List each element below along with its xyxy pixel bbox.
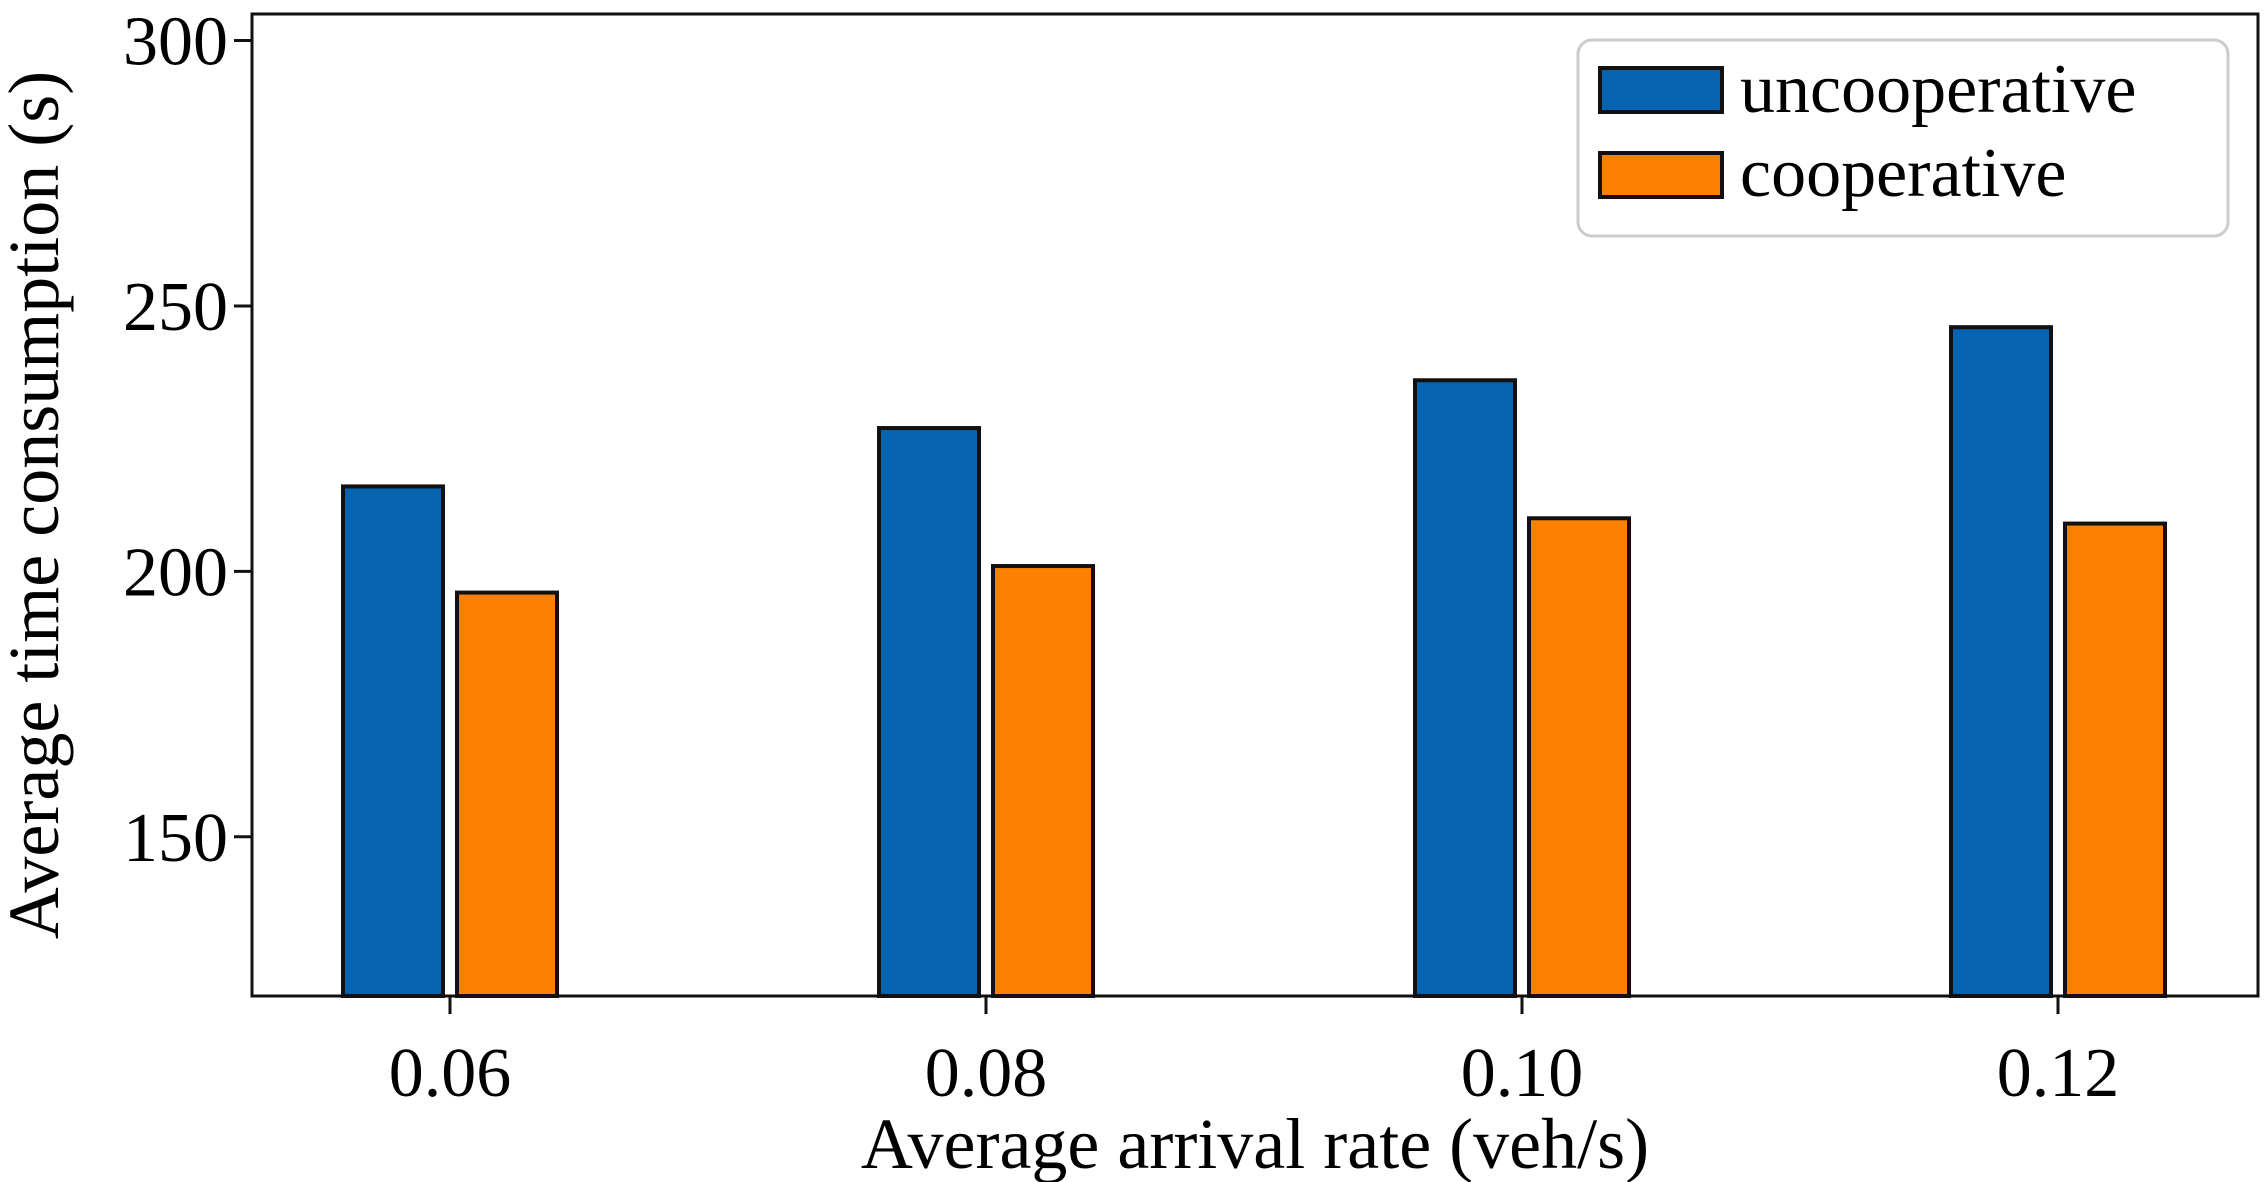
y-tick-label-300: 300 xyxy=(123,4,228,81)
x-axis-title: Average arrival rate (veh/s) xyxy=(861,1104,1649,1182)
plot-frame xyxy=(250,12,2260,998)
bar-cooperative-0.06 xyxy=(455,590,559,999)
y-tick-label-150: 150 xyxy=(123,800,228,877)
bar-cooperative-0.10 xyxy=(1527,516,1631,998)
legend: uncooperative cooperative xyxy=(1576,38,2230,238)
y-axis-title: Average time consumption (s) xyxy=(0,71,74,939)
bar-uncooperative-0.06 xyxy=(341,484,445,998)
bar-uncooperative-0.08 xyxy=(877,426,981,999)
axes-layer: 150 200 250 300 0.06 0.08 0.10 0.12 xyxy=(123,4,2119,1112)
legend-label-cooperative: cooperative xyxy=(1740,135,2066,212)
x-tick-label-0.08: 0.08 xyxy=(925,1035,1048,1112)
legend-swatch-uncooperative xyxy=(1598,66,1724,114)
legend-label-uncooperative: uncooperative xyxy=(1740,51,2136,128)
x-tick-label-0.10: 0.10 xyxy=(1461,1035,1584,1112)
x-tick-label-0.06: 0.06 xyxy=(389,1035,512,1112)
legend-box xyxy=(1576,38,2230,238)
y-tick-label-200: 200 xyxy=(123,534,228,611)
bar-uncooperative-0.12 xyxy=(1949,325,2053,998)
bar-cooperative-0.12 xyxy=(2063,521,2167,998)
bars-layer xyxy=(341,325,2167,999)
legend-swatch-cooperative xyxy=(1598,151,1724,199)
bar-uncooperative-0.10 xyxy=(1413,378,1517,998)
x-tick-label-0.12: 0.12 xyxy=(1997,1035,2120,1112)
y-tick-label-250: 250 xyxy=(123,269,228,346)
bar-cooperative-0.08 xyxy=(991,564,1095,998)
